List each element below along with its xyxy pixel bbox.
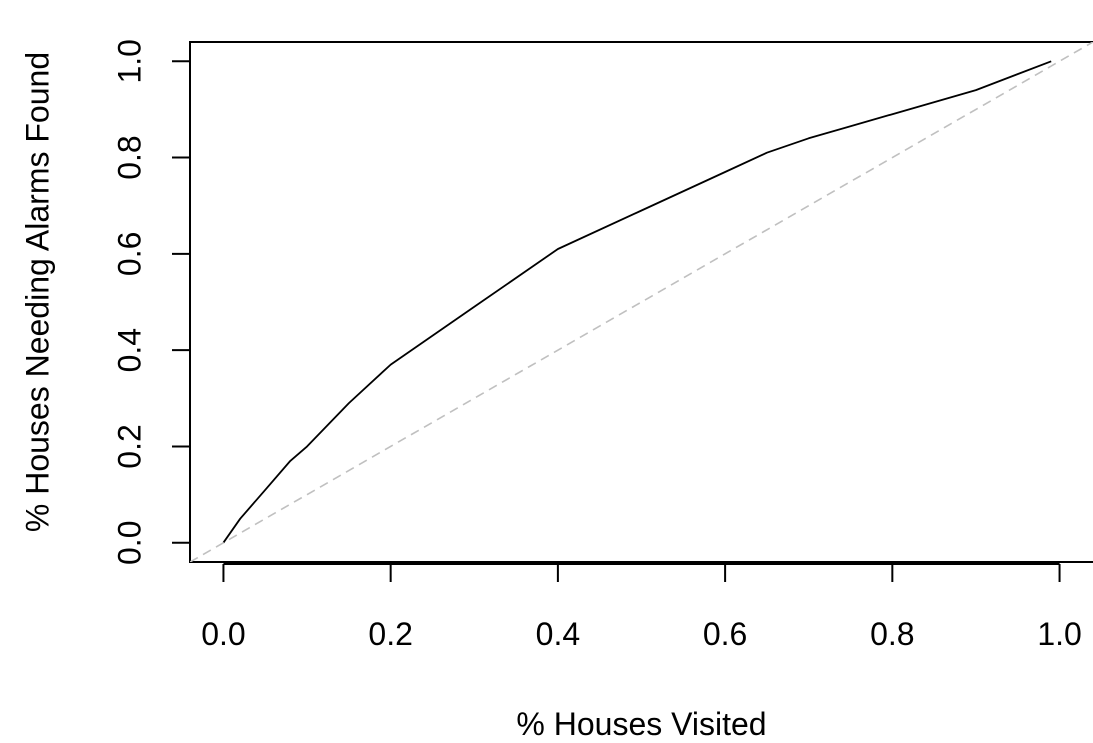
y-axis-title: % Houses Needing Alarms Found [19,52,55,532]
x-tick-label: 0.6 [703,616,747,652]
x-axis: 0.0 0.2 0.4 0.6 0.8 1.0 [201,563,1082,652]
reference-diagonal-line [190,42,1093,562]
y-tick-label: 1.0 [111,39,147,83]
x-tick-label: 0.2 [368,616,412,652]
y-tick-label: 0.2 [111,424,147,468]
plot-area [189,41,1093,563]
series-layer [190,42,1093,562]
x-axis-title: % Houses Visited [516,706,766,742]
x-tick-label: 0.0 [201,616,245,652]
y-tick-label: 0.6 [111,232,147,276]
x-tick-label: 1.0 [1037,616,1081,652]
series-line-0 [222,60,1052,544]
x-tick-label: 0.8 [870,616,914,652]
x-tick-label: 0.4 [536,616,580,652]
y-tick-label: 0.4 [111,328,147,372]
y-axis: 0.0 0.2 0.4 0.6 0.8 1.0 [111,39,191,565]
y-tick-label: 0.0 [111,520,147,564]
y-tick-label: 0.8 [111,135,147,179]
